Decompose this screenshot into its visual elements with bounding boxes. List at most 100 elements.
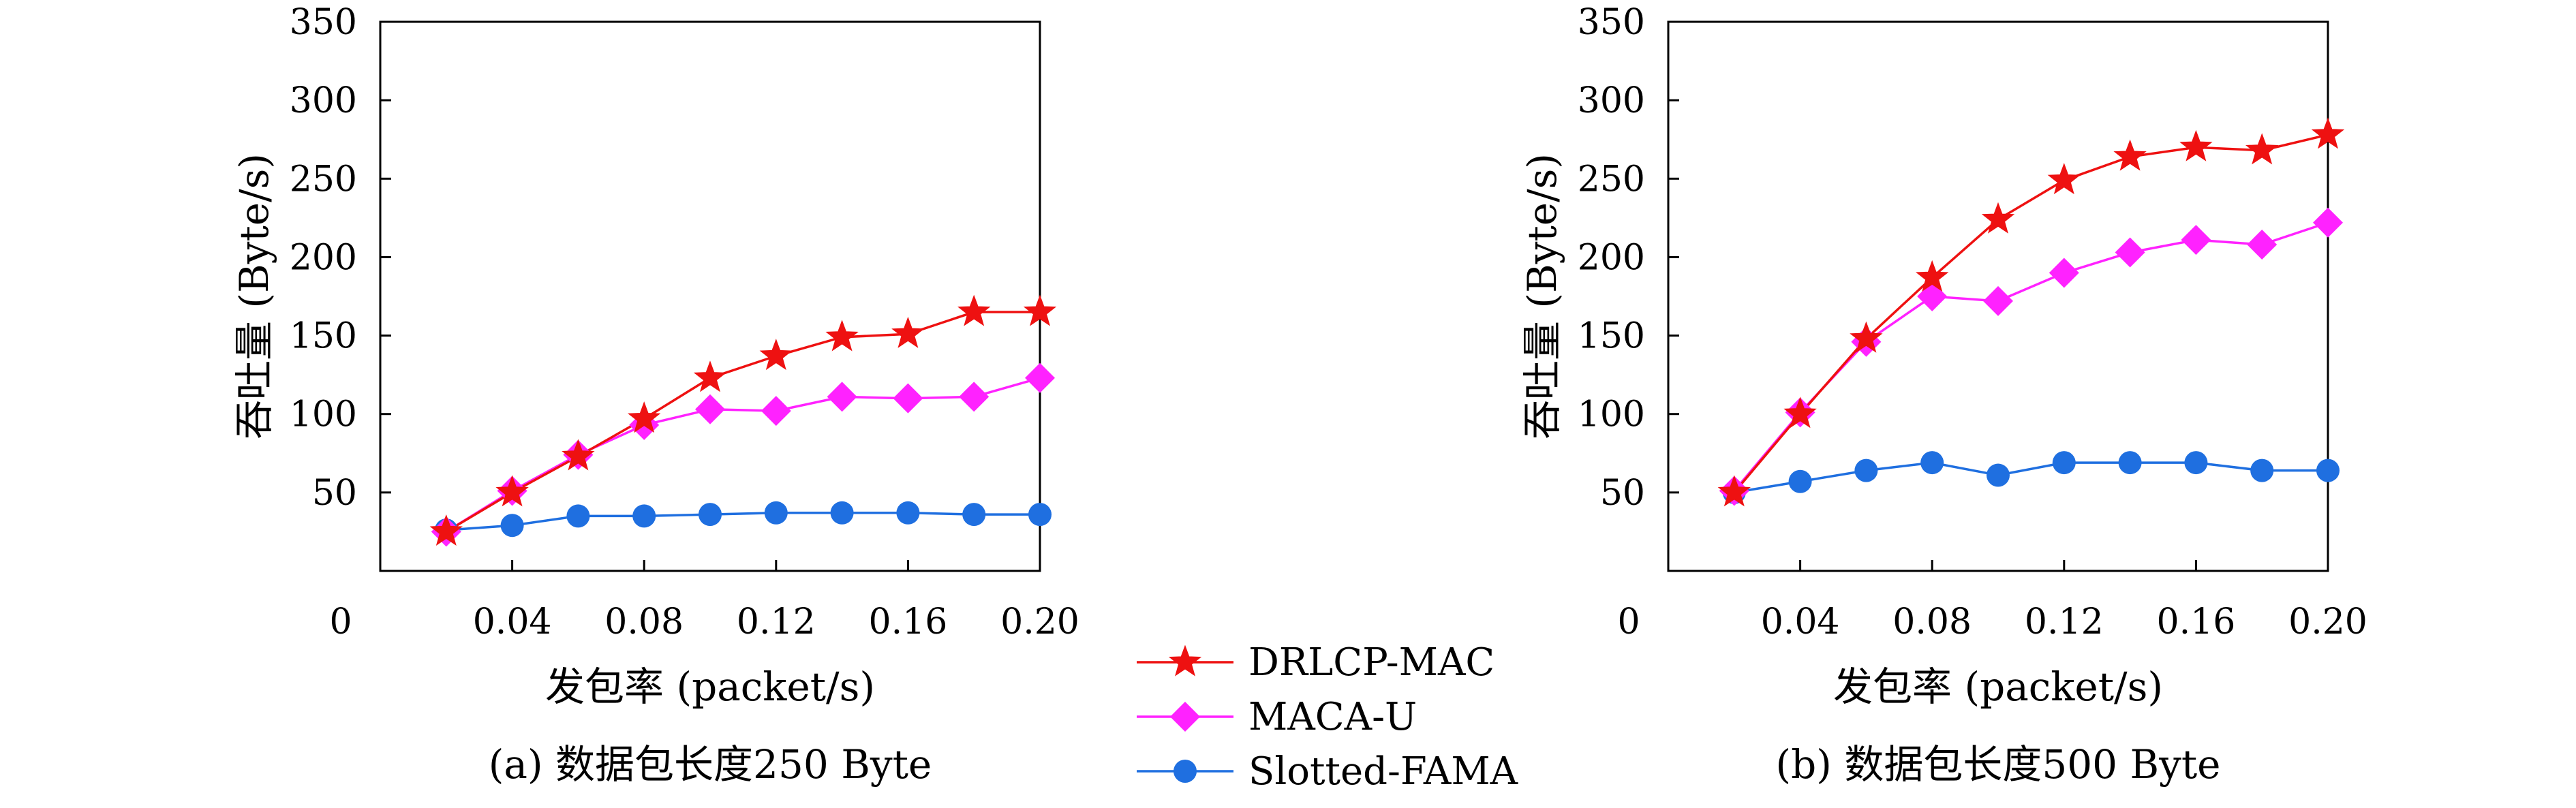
data-point-drlcp-mac <box>627 401 661 433</box>
panel-caption: (b) 数据包长度500 Byte <box>1776 741 2221 788</box>
y-tick-label: 50 <box>1600 473 1645 514</box>
x-tick-label: 0.12 <box>737 602 816 642</box>
legend-marker <box>1170 702 1200 732</box>
data-point-slotted-fama <box>2250 459 2274 482</box>
data-point-drlcp-mac <box>1023 294 1057 326</box>
data-point-slotted-fama <box>830 501 854 525</box>
x-tick-label: 0.08 <box>1892 602 1972 642</box>
data-point-drlcp-mac <box>1717 475 1751 507</box>
y-tick-label: 100 <box>290 394 357 435</box>
x-tick-label: 0.12 <box>2025 602 2104 642</box>
origin-label: 0 <box>329 602 352 642</box>
data-point-drlcp-mac <box>1915 260 1949 292</box>
data-point-maca-u <box>2313 207 2343 238</box>
series-line-slotted-fama <box>1734 461 2328 494</box>
data-point-drlcp-mac <box>2113 139 2147 171</box>
data-point-drlcp-mac <box>891 316 925 348</box>
data-point-slotted-fama <box>1788 469 1812 493</box>
x-axis-label: 发包率 (packet/s) <box>545 664 875 710</box>
data-point-maca-u <box>1983 285 2013 316</box>
series-line-maca-u <box>445 377 1041 533</box>
data-point-slotted-fama <box>566 504 590 528</box>
y-tick-label: 200 <box>290 237 357 278</box>
data-point-slotted-fama <box>1028 503 1052 527</box>
data-point-slotted-fama <box>2316 459 2340 482</box>
data-point-maca-u <box>2247 230 2278 260</box>
x-tick-label: 0.20 <box>2288 602 2367 642</box>
series-line-slotted-fama <box>446 512 1040 531</box>
data-point-drlcp-mac <box>1981 202 2015 234</box>
y-tick-label: 150 <box>1578 316 1645 357</box>
data-point-slotted-fama <box>1920 451 1944 475</box>
data-point-drlcp-mac <box>693 360 727 392</box>
x-axis-label: 发包率 (packet/s) <box>1833 664 2163 710</box>
plot-frame <box>1667 20 2329 572</box>
data-point-maca-u <box>893 383 923 414</box>
data-point-slotted-fama <box>2052 451 2076 475</box>
y-tick-label: 150 <box>290 316 357 357</box>
data-point-slotted-fama <box>699 503 722 527</box>
plot-frame <box>379 20 1041 572</box>
data-point-drlcp-mac <box>1850 321 1883 353</box>
data-point-maca-u <box>2115 237 2145 268</box>
data-point-maca-u <box>695 394 725 424</box>
chart-panel-a: 50 100 150 200 250 300 350 0.04 0.08 0.12 0.16 0.20… <box>231 2 1079 788</box>
legend-label: Slotted-FAMA <box>1248 749 1518 794</box>
data-point-slotted-fama <box>2184 451 2208 475</box>
legend-item-drlcp-mac: DRLCP-MAC <box>1137 640 1494 685</box>
data-point-slotted-fama <box>764 501 788 525</box>
x-tick-label: 0.04 <box>473 602 552 642</box>
y-tick-label: 100 <box>1578 394 1645 435</box>
data-point-maca-u <box>2049 258 2079 288</box>
legend-item-slotted-fama: Slotted-FAMA <box>1137 749 1518 794</box>
legend-marker <box>1168 644 1202 677</box>
series-line-drlcp-mac <box>445 311 1040 533</box>
legend-marker <box>1174 760 1197 783</box>
data-point-drlcp-mac <box>1783 397 1817 429</box>
data-point-drlcp-mac <box>2179 129 2213 161</box>
y-tick-label: 350 <box>290 2 357 43</box>
data-point-maca-u <box>959 382 990 412</box>
data-point-drlcp-mac <box>2047 163 2081 195</box>
data-point-slotted-fama <box>1987 463 2010 487</box>
data-point-drlcp-mac <box>429 514 463 546</box>
x-tick-label: 0.16 <box>2157 602 2236 642</box>
legend-label: DRLCP-MAC <box>1248 640 1494 685</box>
data-point-drlcp-mac <box>495 475 529 507</box>
y-tick-label: 250 <box>1578 159 1645 200</box>
data-point-maca-u <box>827 382 857 412</box>
data-point-drlcp-mac <box>957 294 991 326</box>
data-point-drlcp-mac <box>825 320 859 352</box>
data-point-drlcp-mac <box>2311 117 2345 149</box>
data-point-slotted-fama <box>1854 459 1878 482</box>
y-tick-label: 50 <box>312 473 357 514</box>
x-tick-label: 0.16 <box>869 602 948 642</box>
data-point-maca-u <box>761 396 791 426</box>
data-point-drlcp-mac <box>759 339 793 371</box>
origin-label: 0 <box>1617 602 1640 642</box>
legend-label: MACA-U <box>1248 695 1417 739</box>
y-axis-label: 吞吐量 (Byte/s) <box>231 153 277 439</box>
legend: DRLCP-MAC MACA-U Slotted-FAMA <box>1137 640 1518 794</box>
y-tick-label: 350 <box>1578 2 1645 43</box>
series-line-maca-u <box>1733 221 2329 492</box>
data-point-maca-u <box>2181 225 2211 255</box>
y-axis-label: 吞吐量 (Byte/s) <box>1519 153 1565 439</box>
data-point-drlcp-mac <box>2245 133 2279 165</box>
data-point-slotted-fama <box>896 501 920 525</box>
data-point-slotted-fama <box>2118 451 2142 475</box>
panel-caption: (a) 数据包长度250 Byte <box>489 741 932 788</box>
legend-item-maca-u: MACA-U <box>1137 695 1417 739</box>
y-tick-label: 200 <box>1578 237 1645 278</box>
x-tick-label: 0.20 <box>1000 602 1079 642</box>
series-line-drlcp-mac <box>1733 134 2329 493</box>
y-tick-label: 300 <box>290 80 357 121</box>
y-tick-label: 250 <box>290 159 357 200</box>
data-point-slotted-fama <box>632 504 656 528</box>
chart-panel-b: 50 100 150 200 250 300 350 0.04 0.08 0.12 0.16 0.20… <box>1519 2 2367 788</box>
data-point-drlcp-mac <box>562 439 595 471</box>
data-point-maca-u <box>1025 362 1055 393</box>
y-tick-label: 300 <box>1578 80 1645 121</box>
